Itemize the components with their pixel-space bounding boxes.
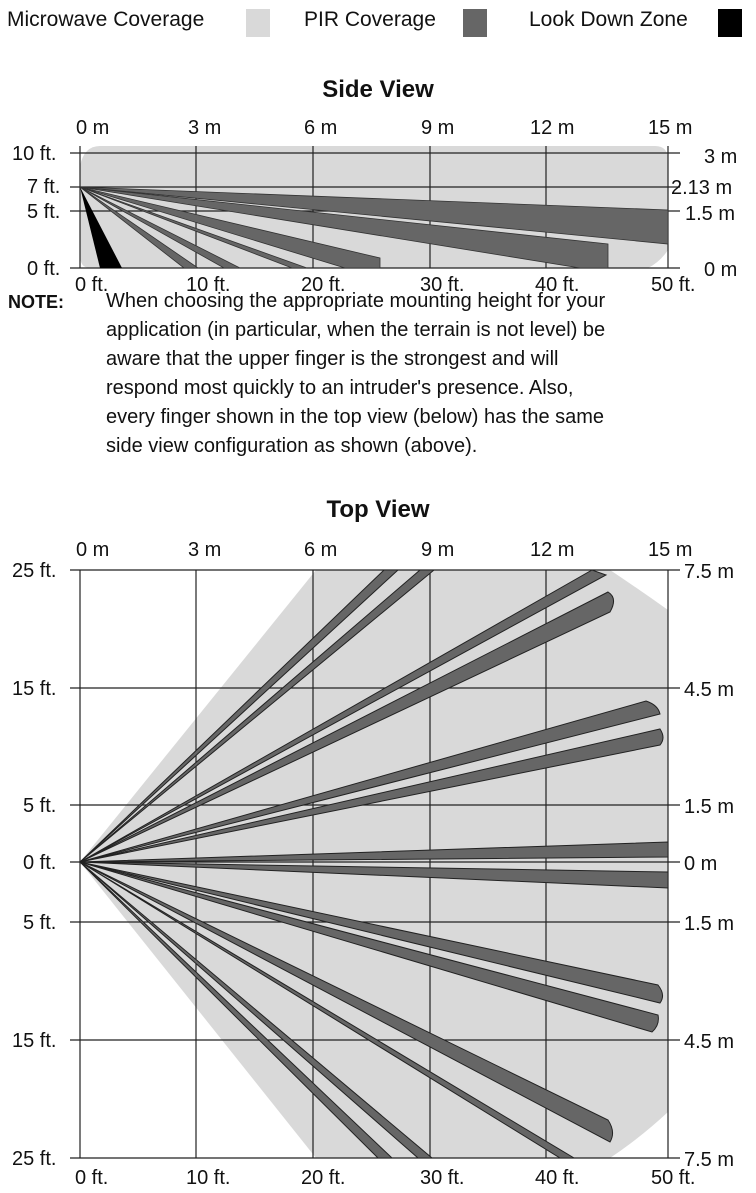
note-heading: NOTE: — [8, 292, 64, 312]
note-line: every finger shown in the top view (belo… — [106, 406, 605, 428]
top-left-tick-3: 0 ft. — [23, 852, 57, 874]
side-top-tick-5: 15 m — [648, 117, 693, 139]
top-bottom-tick-3: 30 ft. — [420, 1167, 465, 1189]
side-top-tick-4: 12 m — [530, 117, 575, 139]
side-top-tick-3: 9 m — [421, 117, 455, 139]
side-left-tick-1: 7 ft. — [27, 176, 61, 198]
top-bottom-tick-5: 50 ft. — [651, 1167, 696, 1189]
legend-lookdown-label: Look Down Zone — [529, 8, 688, 31]
side-right-tick-1: 2.13 m — [671, 177, 733, 199]
side-view-diagram — [70, 146, 680, 269]
top-top-tick-4: 12 m — [530, 539, 575, 561]
top-right-tick-4: 1.5 m — [684, 913, 735, 935]
side-bottom-tick-4: 40 ft. — [535, 274, 580, 296]
top-right-tick-5: 4.5 m — [684, 1031, 735, 1053]
side-bottom-tick-5: 50 ft. — [651, 274, 696, 296]
top-top-tick-5: 15 m — [648, 539, 693, 561]
top-left-tick-2: 5 ft. — [23, 795, 57, 817]
top-bottom-tick-1: 10 ft. — [186, 1167, 231, 1189]
side-bottom-tick-3: 30 ft. — [420, 274, 465, 296]
top-top-tick-1: 3 m — [188, 539, 222, 561]
side-top-tick-1: 3 m — [188, 117, 222, 139]
top-left-tick-1: 15 ft. — [12, 678, 57, 700]
legend-microwave-label: Microwave Coverage — [7, 8, 205, 31]
top-left-tick-4: 5 ft. — [23, 912, 57, 934]
side-top-tick-0: 0 m — [76, 117, 110, 139]
top-left-tick-5: 15 ft. — [12, 1030, 57, 1052]
top-left-tick-0: 25 ft. — [12, 560, 57, 582]
top-bottom-tick-4: 40 ft. — [535, 1167, 580, 1189]
note-line: aware that the upper finger is the stron… — [106, 348, 559, 370]
side-left-tick-2: 5 ft. — [27, 201, 61, 223]
top-bottom-tick-2: 20 ft. — [301, 1167, 346, 1189]
side-left-tick-3: 0 ft. — [27, 258, 61, 280]
side-top-tick-2: 6 m — [304, 117, 338, 139]
note-body: When choosing the appropriate mounting h… — [106, 287, 746, 461]
top-top-tick-3: 9 m — [421, 539, 455, 561]
top-right-tick-2: 1.5 m — [684, 796, 735, 818]
legend-lookdown-swatch — [718, 9, 742, 37]
top-right-tick-3: 0 m — [684, 853, 718, 875]
top-view-title: Top View — [326, 496, 430, 523]
legend-pir-label: PIR Coverage — [304, 8, 436, 31]
side-bottom-tick-1: 10 ft. — [186, 274, 231, 296]
top-top-tick-0: 0 m — [76, 539, 110, 561]
side-right-tick-3: 0 m — [704, 259, 738, 281]
legend: Microwave Coverage PIR Coverage Look Dow… — [0, 0, 756, 42]
side-right-tick-0: 3 m — [704, 146, 738, 168]
side-view-title: Side View — [322, 76, 434, 103]
side-bottom-tick-0: 0 ft. — [75, 274, 109, 296]
side-left-tick-0: 10 ft. — [12, 143, 57, 165]
note-line: side view configuration as shown (above)… — [106, 435, 478, 457]
note-line: application (in particular, when the ter… — [106, 319, 606, 341]
note-line: When choosing the appropriate mounting h… — [106, 290, 606, 312]
side-bottom-tick-2: 20 ft. — [301, 274, 346, 296]
side-right-tick-2: 1.5 m — [685, 203, 736, 225]
top-left-tick-6: 25 ft. — [12, 1148, 57, 1170]
top-right-tick-0: 7.5 m — [684, 561, 735, 583]
top-right-tick-1: 4.5 m — [684, 679, 735, 701]
top-top-tick-2: 6 m — [304, 539, 338, 561]
top-right-tick-6: 7.5 m — [684, 1149, 735, 1171]
legend-pir-swatch — [463, 9, 487, 37]
note-line: respond most quickly to an intruder's pr… — [106, 377, 574, 399]
legend-microwave-swatch — [246, 9, 270, 37]
top-bottom-tick-0: 0 ft. — [75, 1167, 109, 1189]
